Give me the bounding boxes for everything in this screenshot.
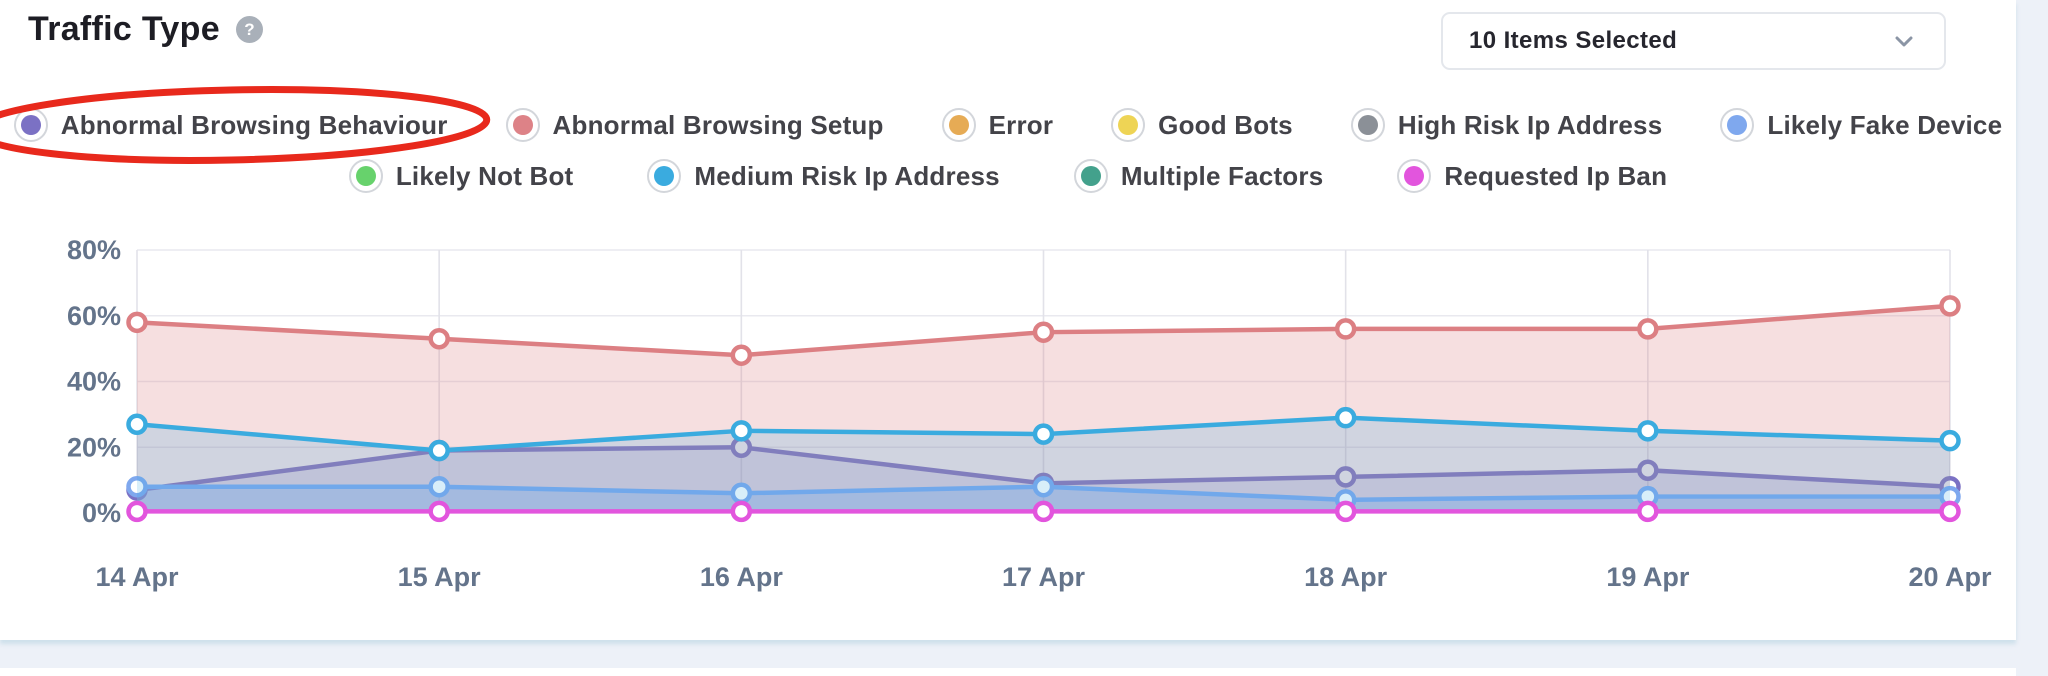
legend-label: Likely Not Bot <box>395 160 574 191</box>
chart-y-axis-labels: 80% 60% 40% 20% 0% <box>67 235 121 528</box>
legend-item-high-risk-ip-address[interactable]: High Risk Ip Address <box>1350 108 1663 142</box>
svg-text:0%: 0% <box>82 498 121 528</box>
svg-text:80%: 80% <box>67 235 121 265</box>
legend-label: Abnormal Browsing Behaviour <box>60 109 448 140</box>
header: Traffic Type ? <box>28 10 263 49</box>
svg-text:17 Apr: 17 Apr <box>1002 562 1086 592</box>
dropdown-selected-value: 10 Items Selected <box>1469 27 1678 54</box>
legend-item-medium-risk-ip-address[interactable]: Medium Risk Ip Address <box>647 159 1000 193</box>
legend-label: Abnormal Browsing Setup <box>552 109 884 140</box>
legend-row: Likely Not Bot Medium Risk Ip Address Mult… <box>0 159 2016 193</box>
chart-x-axis-labels: 14 Apr 15 Apr 16 Apr 17 Apr 18 Apr 19 Apr 20 A… <box>95 562 1992 592</box>
legend-item-abnormal-browsing-setup[interactable]: Abnormal Browsing Setup <box>505 108 884 142</box>
svg-text:18 Apr: 18 Apr <box>1304 562 1388 592</box>
next-card-edge <box>0 668 2016 676</box>
legend-label: Error <box>988 109 1054 140</box>
legend-label: Multiple Factors <box>1120 160 1324 191</box>
legend-label: Requested Ip Ban <box>1444 160 1668 191</box>
legend-label: Likely Fake Device <box>1767 109 2003 140</box>
legend-dot-icon <box>348 159 383 193</box>
svg-text:15 Apr: 15 Apr <box>398 562 482 592</box>
chart-series-abnormal-browsing-setup <box>126 295 1961 513</box>
svg-text:60%: 60% <box>67 301 121 331</box>
items-selected-dropdown[interactable]: 10 Items Selected <box>1441 12 1946 70</box>
svg-text:19 Apr: 19 Apr <box>1606 562 1690 592</box>
legend-dot-icon <box>647 159 682 193</box>
legend-item-requested-ip-ban[interactable]: Requested Ip Ban <box>1397 159 1667 193</box>
legend-item-multiple-factors[interactable]: Multiple Factors <box>1073 159 1324 193</box>
chart-series-requested-ip-ban <box>126 500 1961 523</box>
svg-text:14 Apr: 14 Apr <box>95 562 179 592</box>
legend-dot-icon <box>505 108 540 142</box>
legend-row: Abnormal Browsing Behaviour Abnormal Brow… <box>0 108 2016 142</box>
legend-dot-icon <box>1073 159 1108 193</box>
help-icon[interactable]: ? <box>235 16 263 43</box>
legend-dot-icon <box>1397 159 1432 193</box>
legend-item-good-bots[interactable]: Good Bots <box>1111 108 1293 142</box>
legend-item-error[interactable]: Error <box>941 108 1054 142</box>
legend-item-likely-not-bot[interactable]: Likely Not Bot <box>348 159 574 193</box>
svg-text:20 Apr: 20 Apr <box>1908 562 1992 592</box>
svg-text:20%: 20% <box>67 432 121 462</box>
legend: Abnormal Browsing Behaviour Abnormal Brow… <box>0 108 2016 193</box>
chevron-down-icon <box>1895 36 1913 47</box>
legend-dot-icon <box>1350 108 1385 142</box>
legend-label: High Risk Ip Address <box>1397 109 1663 140</box>
legend-dot-icon <box>13 108 48 142</box>
svg-text:16 Apr: 16 Apr <box>700 562 784 592</box>
legend-item-abnormal-browsing-behaviour[interactable]: Abnormal Browsing Behaviour <box>13 108 448 142</box>
legend-dot-icon <box>1111 108 1146 142</box>
chart-series-likely-fake-device <box>126 475 1961 513</box>
legend-label: Medium Risk Ip Address <box>694 160 1000 191</box>
chart-series-medium-risk-ip-address <box>126 406 1961 513</box>
legend-dot-icon <box>941 108 976 142</box>
legend-item-likely-fake-device[interactable]: Likely Fake Device <box>1720 108 2002 142</box>
svg-text:40%: 40% <box>67 367 121 397</box>
page-title: Traffic Type <box>28 10 220 48</box>
legend-label: Good Bots <box>1158 109 1293 140</box>
traffic-type-card: Traffic Type ? 10 Items Selected Abnorma… <box>0 0 2016 640</box>
legend-dot-icon <box>1720 108 1755 142</box>
